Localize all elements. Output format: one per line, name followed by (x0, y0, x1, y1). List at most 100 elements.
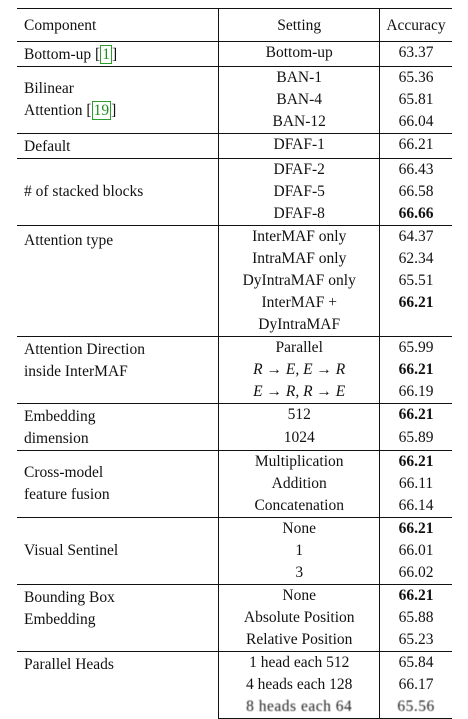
table-row: BAN-4 65.81 (17, 89, 452, 111)
accuracy-cell-best: 66.66 (379, 203, 452, 226)
setting-cell: 1024 (218, 427, 380, 451)
table-row: Concatenation 66.14 (17, 495, 452, 518)
table-row: R → E, E → R 66.21 (17, 359, 452, 381)
accuracy-cell: 66.02 (379, 562, 452, 585)
table-row: Relative Position 65.23 (17, 629, 452, 652)
accuracy-cell-best: 66.21 (379, 517, 452, 540)
citation-link[interactable]: 1 (100, 45, 112, 64)
setting-cell: DFAF-8 (218, 203, 380, 226)
accuracy-cell-best: 66.21 (379, 584, 452, 607)
accuracy-cell: 63.37 (379, 41, 452, 67)
table-row: Addition 66.11 (17, 473, 452, 495)
setting-cell: InterMAF + DyIntraMAF (218, 292, 380, 337)
table-row: Absolute Position 65.88 (17, 607, 452, 629)
table-row: Bottom-up [1] Bottom-up 63.37 (17, 41, 452, 67)
setting-cell: DFAF-2 (218, 158, 380, 181)
accuracy-cell: 66.17 (379, 674, 452, 696)
accuracy-cell: 65.81 (379, 89, 452, 111)
accuracy-cell: 66.04 (379, 111, 452, 134)
table-row: 8 heads each 64 65.56 (17, 696, 452, 719)
accuracy-cell: 65.51 (379, 270, 452, 292)
table-row: Default DFAF-1 66.21 (17, 133, 452, 159)
accuracy-cell-best: 66.21 (379, 450, 452, 473)
setting-cell: Parallel (218, 336, 380, 359)
table-row: Attention type InterMAF only 64.37 (17, 225, 452, 337)
table-row: Cross-model feature fusion Multiplicatio… (17, 450, 452, 518)
accuracy-cell: 65.56 (379, 696, 452, 719)
table-row: E → R, R → E 66.19 (17, 381, 452, 404)
table-row: 4 heads each 128 66.17 (17, 674, 452, 696)
setting-cell: InterMAF only (218, 225, 380, 248)
setting-cell: None (218, 584, 380, 607)
accuracy-cell: 65.84 (379, 651, 452, 674)
table-row: BAN-12 66.04 (17, 111, 452, 134)
accuracy-cell-best: 66.21 (379, 403, 452, 427)
accuracy-cell: 65.88 (379, 607, 452, 629)
setting-cell: 1 (218, 540, 380, 562)
setting-cell: Concatenation (218, 495, 380, 518)
accuracy-cell: 66.43 (379, 158, 452, 181)
table-row: DFAF-8 66.66 (17, 203, 452, 226)
setting-cell: E → R, R → E (218, 381, 380, 404)
accuracy-cell: 65.99 (379, 336, 452, 359)
setting-cell: BAN-4 (218, 89, 380, 111)
component-cell: Attention Direction inside InterMAF (17, 336, 219, 404)
table-row: DFAF-5 66.58 (17, 181, 452, 203)
table-row: Parallel Heads 1 head each 512 65.84 (17, 651, 452, 719)
setting-cell: BAN-12 (218, 111, 380, 134)
component-cell: Default (17, 133, 219, 159)
accuracy-cell: 66.11 (379, 473, 452, 495)
component-cell: Parallel Heads (17, 651, 219, 719)
component-cell: Cross-model feature fusion (17, 450, 219, 518)
table-row: Bilinear Attention [19] BAN-1 65.36 (17, 66, 452, 134)
component-cell: Embedding dimension (17, 403, 219, 451)
results-table-container: Component Setting Accuracy Bottom-up [1]… (17, 8, 452, 719)
table-row: InterMAF + DyIntraMAF 66.21 (17, 292, 452, 337)
setting-cell: DFAF-1 (218, 133, 380, 159)
table-row: IntraMAF only 62.34 (17, 248, 452, 270)
setting-cell: BAN-1 (218, 66, 380, 89)
setting-cell: Absolute Position (218, 607, 380, 629)
accuracy-cell: 65.36 (379, 66, 452, 89)
table-row: # of stacked blocks DFAF-2 66.43 (17, 158, 452, 226)
setting-cell: 3 (218, 562, 380, 585)
accuracy-cell: 66.21 (379, 133, 452, 159)
component-cell: Visual Sentinel (17, 517, 219, 585)
setting-cell: Addition (218, 473, 380, 495)
setting-cell: Relative Position (218, 629, 380, 652)
component-cell: Bilinear Attention [19] (17, 66, 219, 134)
table-row: 1024 65.89 (17, 427, 452, 451)
table-row: Attention Direction inside InterMAF Para… (17, 336, 452, 404)
accuracy-cell: 66.19 (379, 381, 452, 404)
accuracy-cell: 62.34 (379, 248, 452, 270)
accuracy-cell: 65.89 (379, 427, 452, 451)
setting-cell: 1 head each 512 (218, 651, 380, 674)
accuracy-cell: 66.01 (379, 540, 452, 562)
accuracy-cell: 65.23 (379, 629, 452, 652)
component-cell: # of stacked blocks (17, 158, 219, 226)
setting-cell: Bottom-up (218, 41, 380, 67)
header-row: Component Setting Accuracy (17, 8, 452, 42)
setting-cell: None (218, 517, 380, 540)
table-row: 3 66.02 (17, 562, 452, 585)
accuracy-cell: 64.37 (379, 225, 452, 248)
component-cell: Attention type (17, 225, 219, 337)
table-row: Bounding Box Embedding None 66.21 (17, 584, 452, 652)
setting-cell: Multiplication (218, 450, 380, 473)
table-row: Embedding dimension 512 66.21 (17, 403, 452, 451)
citation-link[interactable]: 19 (91, 101, 112, 120)
setting-cell: R → E, E → R (218, 359, 380, 381)
setting-cell: 8 heads each 64 (218, 696, 380, 719)
table-row: 1 66.01 (17, 540, 452, 562)
accuracy-cell-best: 66.21 (379, 359, 452, 381)
setting-cell: DyIntraMAF only (218, 270, 380, 292)
accuracy-cell: 66.14 (379, 495, 452, 518)
component-cell: Bounding Box Embedding (17, 584, 219, 652)
header-setting: Setting (218, 8, 380, 42)
table-row: DyIntraMAF only 65.51 (17, 270, 452, 292)
setting-cell: 4 heads each 128 (218, 674, 380, 696)
setting-cell: 512 (218, 403, 380, 427)
setting-cell: IntraMAF only (218, 248, 380, 270)
accuracy-cell: 66.58 (379, 181, 452, 203)
component-cell: Bottom-up [1] (17, 41, 219, 67)
